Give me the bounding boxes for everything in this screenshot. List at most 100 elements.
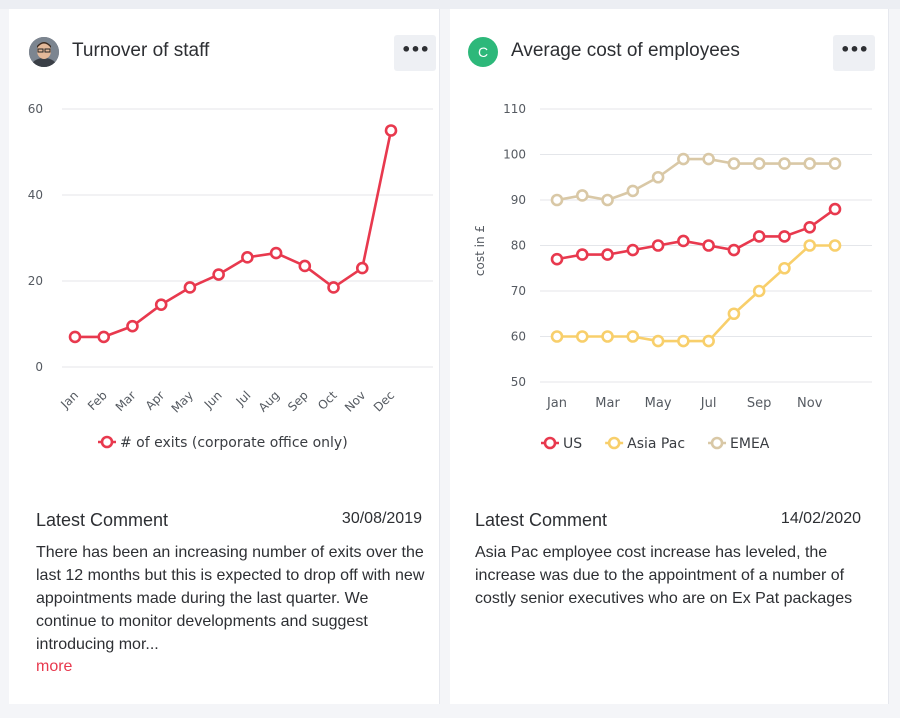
data-point[interactable] xyxy=(601,330,614,343)
data-point[interactable] xyxy=(269,246,283,260)
series-line-emea xyxy=(556,157,835,202)
comment-date: 14/02/2020 xyxy=(780,510,861,527)
legend-item-us[interactable]: US xyxy=(541,436,582,452)
data-point[interactable] xyxy=(575,330,589,343)
data-point[interactable] xyxy=(601,193,614,207)
data-point[interactable] xyxy=(626,330,640,343)
turnover-card: Turnover of staff ••• 0 20 40 60 Jan Feb Mar Ap… xyxy=(9,9,440,704)
data-point[interactable] xyxy=(327,281,340,294)
series-line-asia-pac xyxy=(557,244,835,343)
data-point[interactable] xyxy=(727,157,741,170)
data-point[interactable] xyxy=(97,330,111,344)
data-point[interactable] xyxy=(575,248,589,261)
data-point[interactable] xyxy=(677,334,690,348)
data-point[interactable] xyxy=(752,157,766,170)
data-point[interactable] xyxy=(727,243,741,257)
y-tick-label: 80 xyxy=(511,239,526,253)
x-tick-label: Sep xyxy=(747,396,772,411)
data-point[interactable] xyxy=(651,239,665,252)
data-point[interactable] xyxy=(677,152,690,166)
data-point[interactable] xyxy=(677,234,690,248)
y-tick-label: 60 xyxy=(28,102,43,116)
x-tick-label: Sep xyxy=(285,388,311,414)
employee-cost-card: C Average cost of employees ••• 50 60 70 80… xyxy=(450,9,889,704)
x-tick-label: Jul xyxy=(233,388,254,409)
data-point[interactable] xyxy=(550,330,564,343)
y-tick-label: 20 xyxy=(28,274,43,288)
legend-marker xyxy=(543,436,557,450)
y-tick-label: 40 xyxy=(28,188,43,202)
data-point[interactable] xyxy=(626,184,640,198)
data-point[interactable] xyxy=(212,268,225,281)
x-tick-label: Jun xyxy=(201,388,225,412)
data-point[interactable] xyxy=(550,252,564,266)
data-point[interactable] xyxy=(752,284,766,298)
comment-text: There has been an increasing number of e… xyxy=(36,544,425,653)
top-divider xyxy=(0,0,900,9)
data-point[interactable] xyxy=(126,319,139,333)
y-tick-label: 90 xyxy=(511,193,526,207)
data-point[interactable] xyxy=(778,230,791,243)
data-point[interactable] xyxy=(550,193,564,207)
legend-marker xyxy=(607,436,621,450)
data-point[interactable] xyxy=(355,261,369,275)
y-tick-label: 70 xyxy=(511,284,526,298)
data-point[interactable] xyxy=(803,221,817,234)
data-point[interactable] xyxy=(183,281,197,294)
data-point[interactable] xyxy=(702,239,715,252)
more-options-button[interactable]: ••• xyxy=(394,35,436,71)
data-point[interactable] xyxy=(727,307,741,321)
legend-label: US xyxy=(563,436,582,452)
data-point[interactable] xyxy=(575,189,589,202)
x-tick-label: Nov xyxy=(342,388,368,414)
data-point[interactable] xyxy=(626,243,640,257)
comment-date: 30/08/2019 xyxy=(341,510,422,527)
legend-marker xyxy=(710,436,724,450)
y-axis-label: cost in £ xyxy=(473,225,487,276)
card-header: C Average cost of employees ••• xyxy=(450,9,888,89)
legend-item-of-exits-corporate-office-only[interactable]: # of exits (corporate office only) xyxy=(98,435,348,451)
x-tick-label: Mar xyxy=(595,396,620,411)
data-point[interactable] xyxy=(702,152,715,166)
legend-item-emea[interactable]: EMEA xyxy=(708,436,770,452)
x-tick-label: Oct xyxy=(315,388,340,413)
x-tick-label: Apr xyxy=(143,388,168,413)
data-point[interactable] xyxy=(601,248,614,261)
legend-label: # of exits (corporate office only) xyxy=(120,435,348,451)
data-point[interactable] xyxy=(752,230,766,243)
card-title: Turnover of staff xyxy=(72,40,210,61)
data-point[interactable] xyxy=(702,334,715,348)
legend-label: Asia Pac xyxy=(627,436,685,452)
y-tick-label: 60 xyxy=(511,330,526,344)
series-line-of-exits-corporate-office-only xyxy=(75,130,393,339)
x-tick-label: Jan xyxy=(546,396,567,411)
data-point[interactable] xyxy=(828,202,842,216)
data-point[interactable] xyxy=(828,239,842,252)
comment-text: Asia Pac employee cost increase has leve… xyxy=(475,544,853,607)
turnover-chart: 0 20 40 60 Jan Feb Mar Apr May Jun Jul Aug Sep Oct Nov… xyxy=(28,102,433,451)
data-point[interactable] xyxy=(828,157,842,170)
user-avatar xyxy=(29,37,59,67)
x-tick-label: Aug xyxy=(256,388,282,414)
employee-cost-chart: 50 60 70 80 90 100 110 cost in £ Jan Mar May Jul Sep… xyxy=(473,102,872,452)
data-point[interactable] xyxy=(154,298,168,311)
x-tick-label: Jan xyxy=(57,388,81,412)
y-tick-label: 110 xyxy=(503,102,526,116)
legend-item-asia-pac[interactable]: Asia Pac xyxy=(605,436,685,452)
data-point[interactable] xyxy=(778,261,791,275)
series-line-us xyxy=(556,208,836,261)
y-tick-label: 100 xyxy=(503,148,526,162)
more-link[interactable]: more xyxy=(36,658,73,675)
user-avatar: C xyxy=(468,37,498,67)
data-point[interactable] xyxy=(651,170,665,184)
data-point[interactable] xyxy=(651,334,665,348)
data-point[interactable] xyxy=(384,124,398,137)
more-options-button[interactable]: ••• xyxy=(833,35,875,71)
x-tick-label: Feb xyxy=(85,388,110,413)
data-point[interactable] xyxy=(298,259,312,273)
data-point[interactable] xyxy=(68,330,82,344)
data-point[interactable] xyxy=(803,157,817,170)
data-point[interactable] xyxy=(241,251,254,264)
data-point[interactable] xyxy=(778,157,791,170)
data-point[interactable] xyxy=(803,239,817,252)
